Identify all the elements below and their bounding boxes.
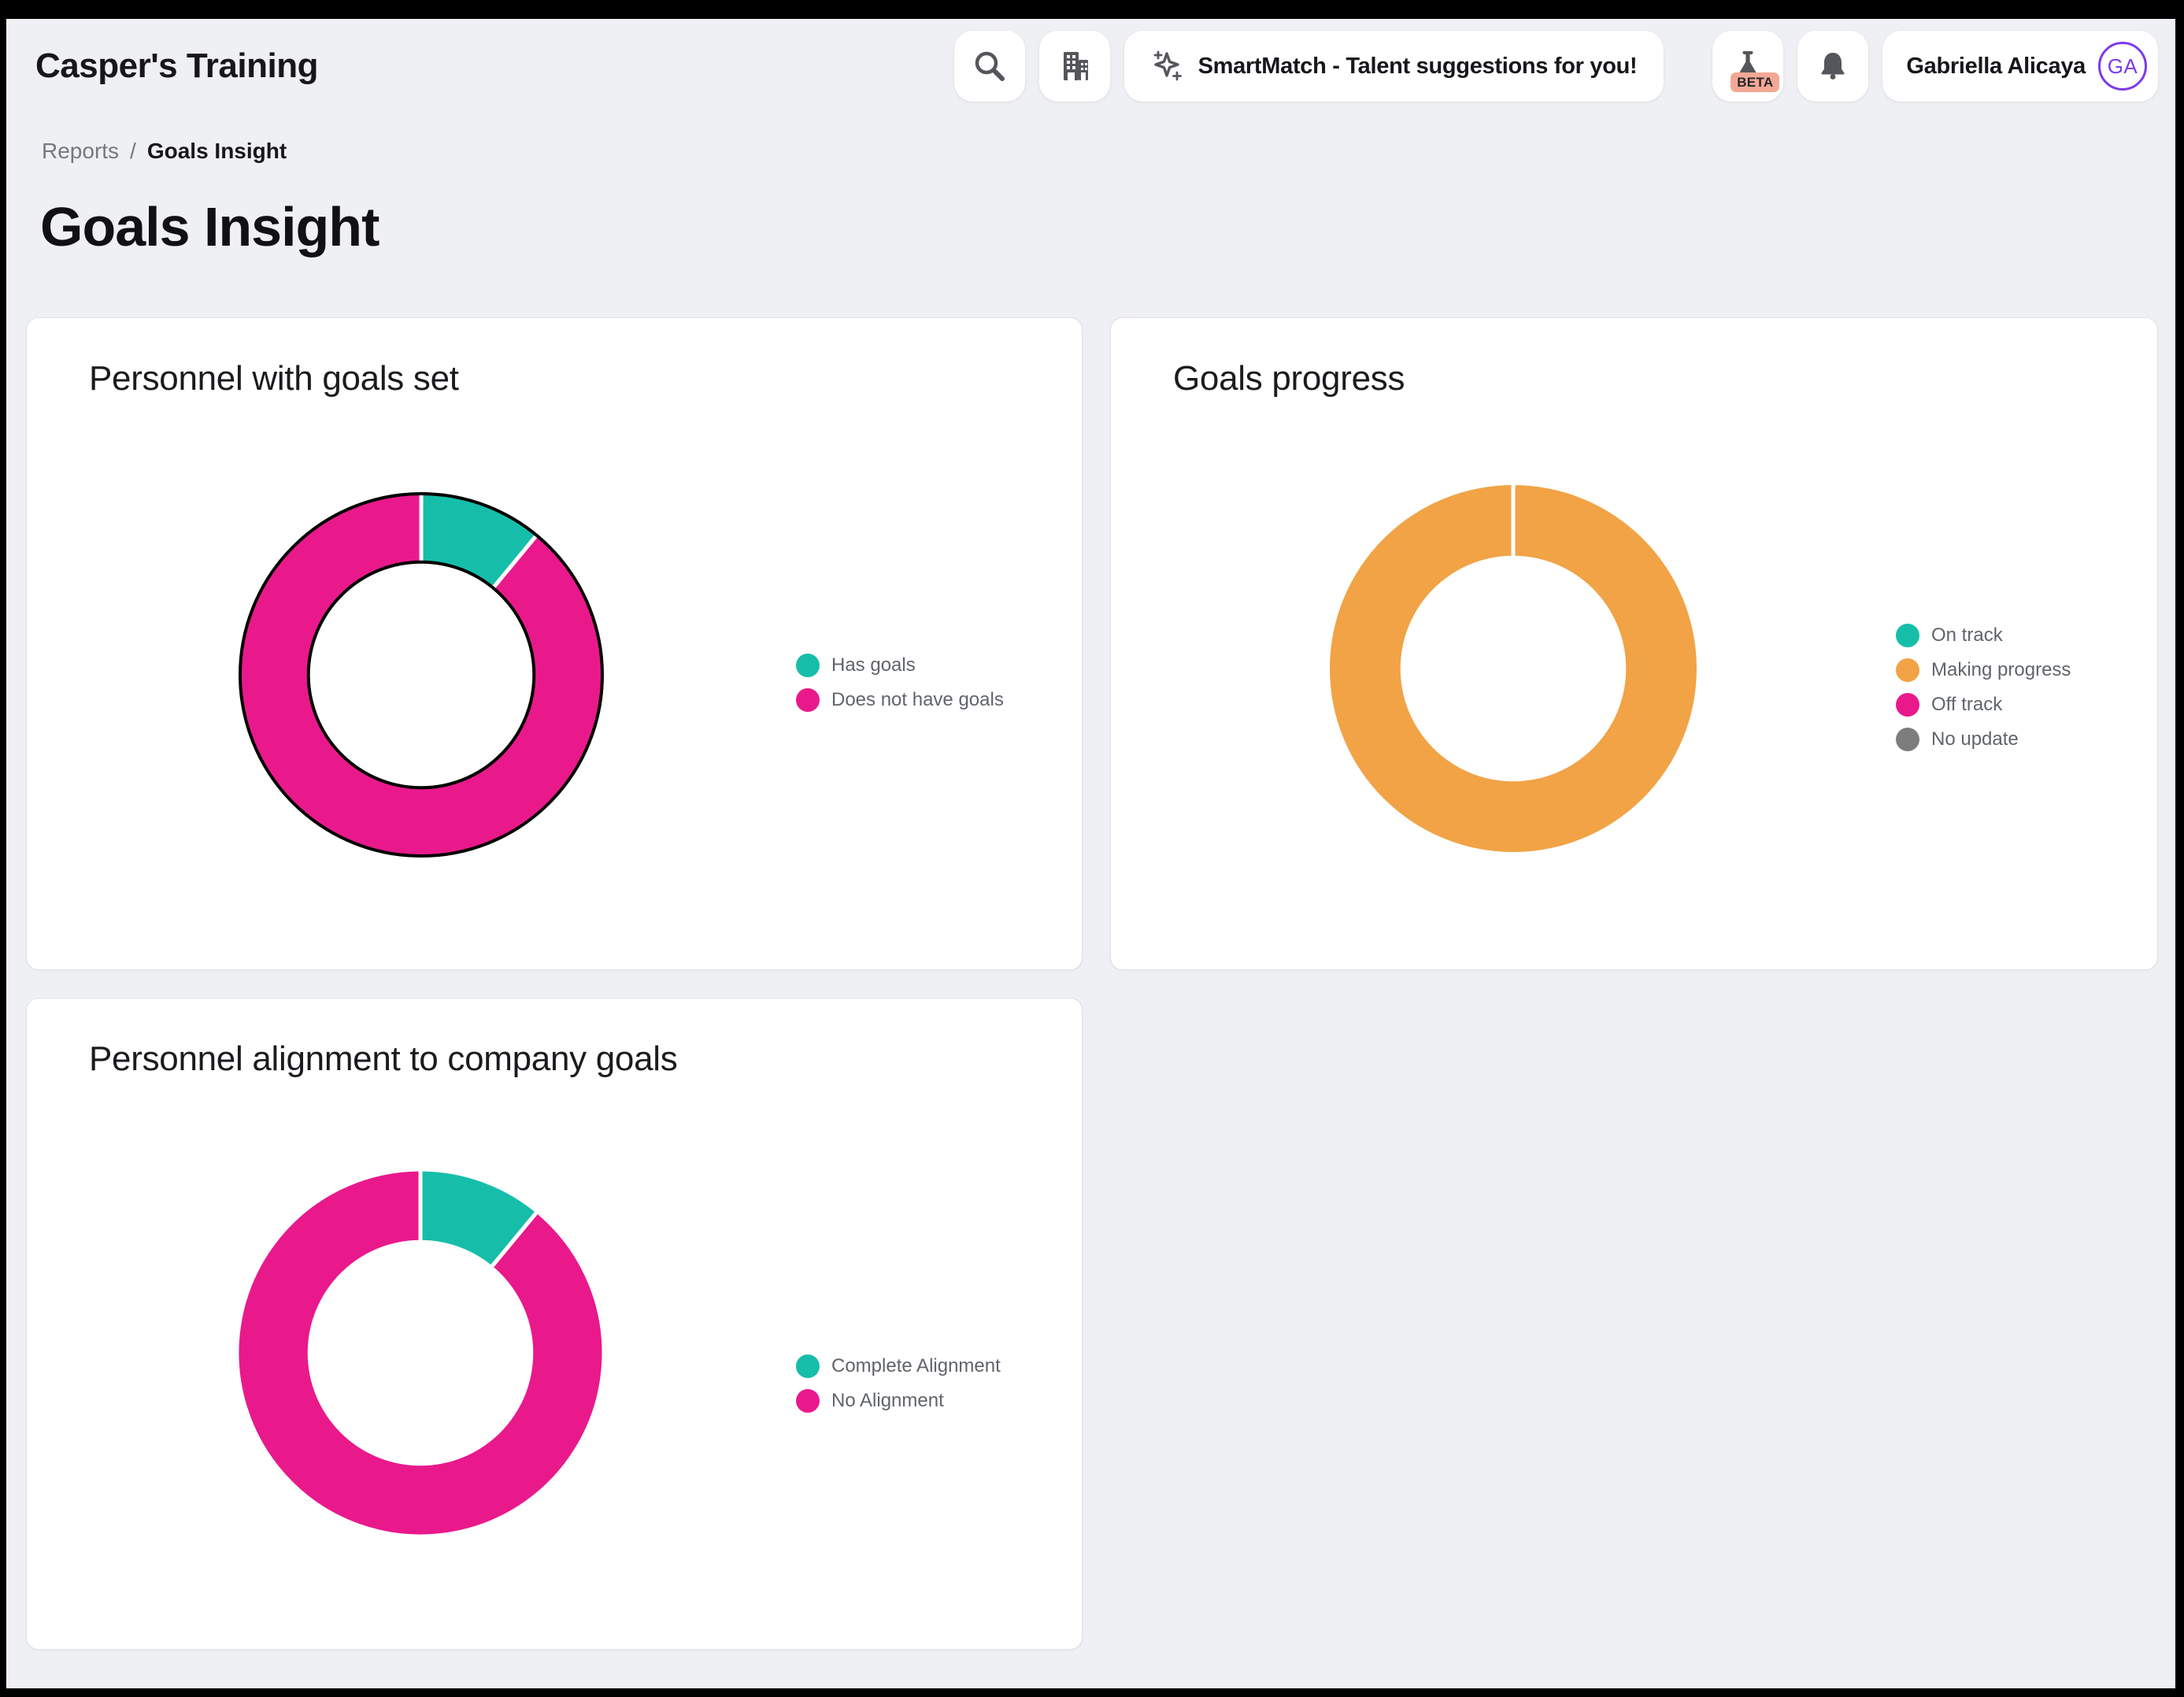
legend-dot (1896, 728, 1919, 751)
legend-label: Has goals (831, 654, 916, 676)
breadcrumb: Reports / Goals Insight (42, 139, 2175, 164)
breadcrumb-separator: / (130, 139, 136, 163)
chart-legend: On track Making progress Off track No updat… (1896, 624, 2071, 751)
notifications-button[interactable] (1797, 31, 1869, 102)
legend-dot (1896, 693, 1919, 717)
donut-chart-personnel-alignment[interactable] (237, 1169, 604, 1536)
sparkle-icon (1151, 49, 1186, 83)
legend-item: Off track (1896, 693, 2071, 717)
legend-label: No update (1931, 728, 2019, 750)
legend-dot (796, 1389, 820, 1413)
legend-dot (796, 688, 820, 712)
chart-legend: Complete Alignment No Alignment (796, 1354, 1001, 1413)
page-title: Goals Insight (40, 196, 379, 258)
profile-button[interactable]: Gabriella Alicaya GA (1882, 31, 2158, 102)
card-goals-progress: Goals progress On track Making progress Of… (1110, 317, 2158, 970)
legend-item: No Alignment (796, 1389, 1001, 1413)
avatar: GA (2098, 42, 2147, 91)
beta-badge: BETA (1731, 72, 1780, 92)
card-title: Personnel with goals set (89, 359, 459, 398)
breadcrumb-current: Goals Insight (146, 139, 287, 163)
card-personnel-with-goals: Personnel with goals set Has goals Does n… (26, 317, 1083, 970)
legend-item: Has goals (796, 654, 1004, 677)
card-title: Goals progress (1173, 359, 1405, 398)
legend-item: No update (1896, 728, 2071, 751)
flask-icon (1730, 48, 1766, 84)
top-bar: Casper's Training (35, 30, 2158, 102)
legend-item: Making progress (1896, 658, 2071, 682)
donut-chart-personnel-with-goals[interactable] (238, 491, 605, 858)
card-title: Personnel alignment to company goals (89, 1039, 678, 1078)
legend-label: Does not have goals (831, 689, 1004, 710)
building-icon (1057, 48, 1093, 84)
app-title: Casper's Training (35, 46, 318, 85)
legend-dot (796, 654, 820, 677)
chart-legend: Has goals Does not have goals (796, 654, 1004, 712)
legend-item: Complete Alignment (796, 1354, 1001, 1378)
breadcrumb-reports-link[interactable]: Reports (42, 139, 120, 163)
smartmatch-button[interactable]: SmartMatch - Talent suggestions for you! (1123, 31, 1664, 102)
card-personnel-alignment: Personnel alignment to company goals Com… (26, 998, 1083, 1650)
legend-label: Making progress (1931, 659, 2071, 680)
top-actions: SmartMatch - Talent suggestions for you!… (953, 31, 2158, 102)
legend-item: Does not have goals (796, 688, 1004, 712)
smartmatch-label: SmartMatch - Talent suggestions for you! (1197, 53, 1638, 79)
legend-label: Off track (1931, 694, 2003, 715)
company-switcher-button[interactable] (1038, 31, 1110, 102)
legend-dot (1896, 624, 1919, 647)
app-window: Casper's Training (6, 19, 2175, 1688)
legend-label: Complete Alignment (831, 1355, 1001, 1376)
legend-item: On track (1896, 624, 2071, 647)
legend-dot (1896, 658, 1919, 682)
user-name: Gabriella Alicaya (1906, 53, 2086, 79)
beta-labs-button[interactable]: BETA (1712, 31, 1784, 102)
bell-icon (1816, 49, 1850, 83)
legend-label: On track (1931, 624, 2003, 646)
legend-label: No Alignment (831, 1390, 944, 1411)
search-button[interactable] (953, 31, 1025, 102)
legend-dot (796, 1354, 820, 1378)
donut-chart-goals-progress[interactable] (1330, 485, 1697, 852)
search-icon (972, 49, 1007, 83)
